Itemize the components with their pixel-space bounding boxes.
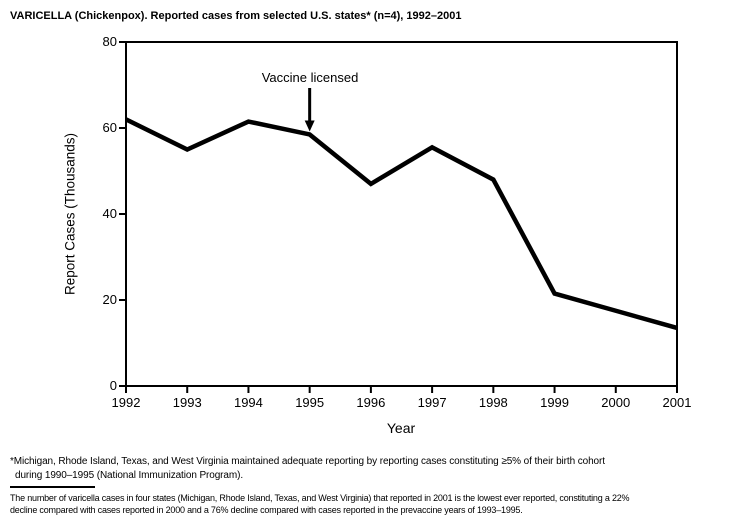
data-line-reported-cases <box>125 117 678 331</box>
x-axis-label: Year <box>386 420 416 436</box>
x-tick-label: 1997 <box>417 395 447 410</box>
bottom-note-line-1: The number of varicella cases in four st… <box>10 493 630 503</box>
x-tick-label: 1993 <box>172 395 202 410</box>
footnote-line-2: during 1990–1995 (National Immunization … <box>15 469 244 481</box>
x-tick-label: 1999 <box>540 395 570 410</box>
footnote-line-1: *Michigan, Rhode Island, Texas, and West… <box>10 456 605 467</box>
x-tick-label: 1998 <box>478 395 508 410</box>
annotation-vaccine-licensed: Vaccine licensed <box>261 70 359 85</box>
chart-plot-svg <box>119 41 678 393</box>
y-tick-label: 60 <box>102 120 117 135</box>
x-tick-label: 1995 <box>295 395 325 410</box>
bottom-note: The number of varicella cases in four st… <box>10 492 752 516</box>
x-tick-label: 1996 <box>356 395 386 410</box>
y-tick-label: 80 <box>102 34 117 49</box>
bottom-note-line-2: decline compared with cases reported in … <box>10 505 523 515</box>
x-tick-label: 1994 <box>233 395 263 410</box>
annotation-arrowhead-icon <box>304 120 315 132</box>
x-tick-label: 2001 <box>662 395 692 410</box>
y-tick-label: 20 <box>102 292 117 307</box>
x-tick-label: 2000 <box>601 395 631 410</box>
plot-box <box>125 41 678 387</box>
y-tick-label: 0 <box>109 378 117 393</box>
chart-title: VARICELLA (Chickenpox). Reported cases f… <box>10 10 462 22</box>
footnote-separator-rule <box>10 486 95 488</box>
y-tick-label: 40 <box>102 206 117 221</box>
x-tick-label: 1992 <box>111 395 141 410</box>
footnote-asterisk: *Michigan, Rhode Island, Texas, and West… <box>10 455 750 482</box>
